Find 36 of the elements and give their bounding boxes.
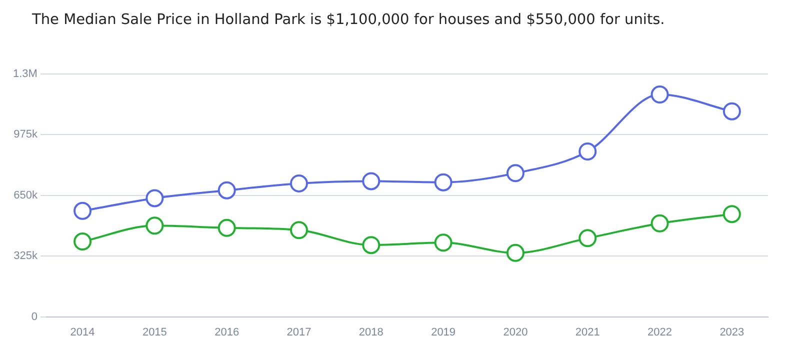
y-tick-label: 650k — [14, 189, 38, 202]
point — [362, 236, 380, 254]
point — [74, 202, 92, 220]
x-tick-label: 2014 — [70, 326, 95, 338]
point — [578, 229, 597, 248]
point — [650, 86, 669, 104]
x-tick-label: 2020 — [503, 326, 528, 338]
point — [506, 164, 524, 182]
x-tick-label: 2017 — [286, 326, 312, 338]
point — [218, 181, 236, 200]
x-tick-label: 2015 — [142, 326, 167, 338]
x-tick-label: 2022 — [648, 326, 672, 338]
chart-title: The Median Sale Price in Holland Park is $1,100,000 for houses and $550,000 for units. — [32, 12, 665, 28]
point — [290, 221, 308, 240]
x-tick-label: 2016 — [214, 326, 240, 338]
x-tick-label: 2018 — [358, 326, 384, 338]
point — [434, 173, 452, 192]
point — [650, 214, 669, 232]
x-tick-label: 2021 — [575, 326, 600, 338]
point — [218, 218, 236, 237]
y-tick-label: 0 — [31, 310, 38, 323]
point — [578, 142, 597, 161]
point — [146, 189, 164, 208]
point — [506, 244, 524, 262]
y-tick-label: 975k — [14, 128, 38, 141]
point — [74, 232, 92, 251]
y-tick-label: 1.3M — [12, 68, 38, 80]
point — [290, 174, 308, 192]
y-tick-label: 325k — [14, 250, 38, 262]
point — [146, 216, 164, 235]
point — [362, 172, 380, 190]
point — [722, 102, 741, 120]
x-tick-label: 2019 — [431, 326, 456, 338]
x-tick-label: 2023 — [720, 326, 744, 338]
point — [434, 234, 452, 252]
point — [722, 205, 741, 224]
